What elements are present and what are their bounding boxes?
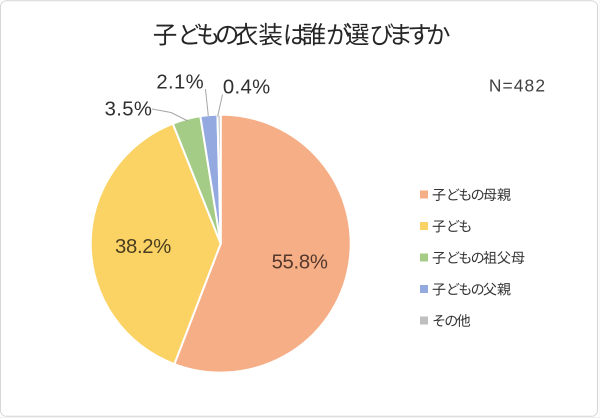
svg-text:N=482: N=482: [489, 76, 546, 96]
svg-text:2.1%: 2.1%: [156, 72, 204, 94]
svg-text:38.2%: 38.2%: [115, 236, 171, 258]
svg-text:3.5%: 3.5%: [105, 99, 153, 121]
svg-text:55.8%: 55.8%: [272, 251, 328, 273]
svg-text:0.4%: 0.4%: [223, 77, 271, 99]
